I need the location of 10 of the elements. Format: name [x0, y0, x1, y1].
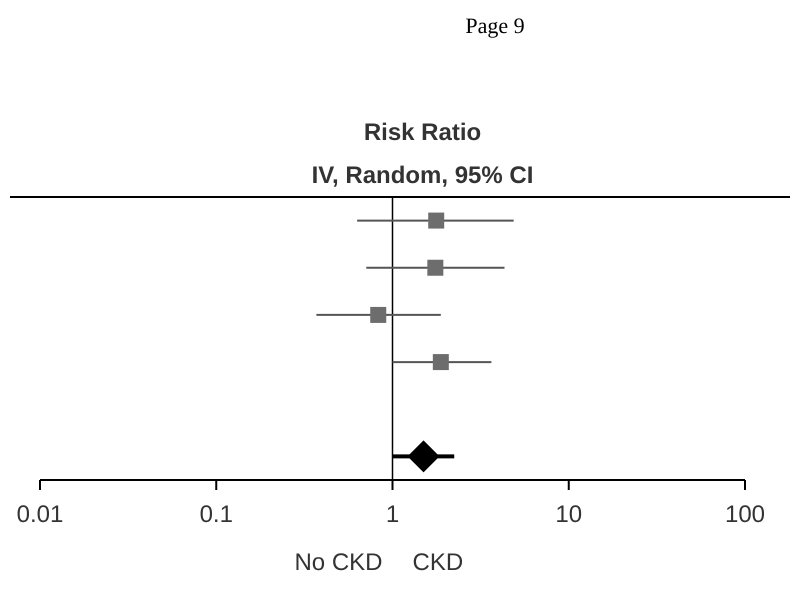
- x-tick-label: 0.1: [200, 500, 233, 528]
- x-tick-label: 10: [555, 500, 582, 528]
- chart-subtitle: IV, Random, 95% CI: [312, 162, 534, 189]
- x-tick-label: 100: [724, 500, 766, 528]
- text: Page 9: [465, 13, 525, 38]
- x-tick-label: 0.01: [16, 500, 64, 528]
- x-tick-label: 1: [386, 500, 400, 528]
- text: CKD: [412, 549, 464, 576]
- chart-title: Risk Ratio: [364, 119, 482, 146]
- text: No CKD: [294, 549, 382, 576]
